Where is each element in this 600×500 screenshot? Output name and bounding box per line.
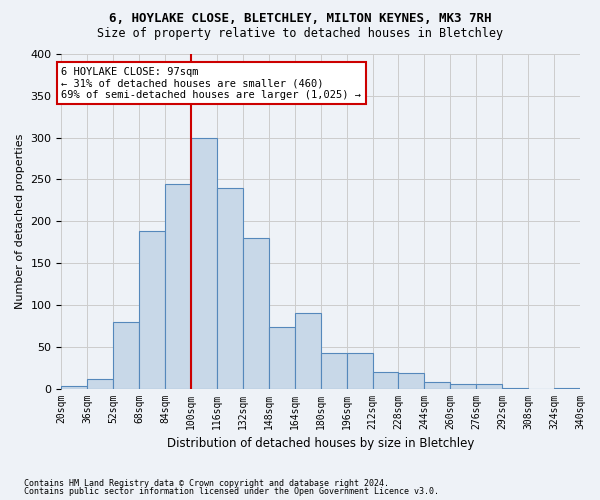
Bar (321, 352, 347, 388)
Text: 6, HOYLAKE CLOSE, BLETCHLEY, MILTON KEYNES, MK3 7RH: 6, HOYLAKE CLOSE, BLETCHLEY, MILTON KEYN… (109, 12, 491, 26)
Bar (398, 372, 424, 388)
Bar (243, 238, 269, 388)
Bar (424, 382, 451, 388)
Text: 6 HOYLAKE CLOSE: 97sqm
← 31% of detached houses are smaller (460)
69% of semi-de: 6 HOYLAKE CLOSE: 97sqm ← 31% of detached… (61, 66, 361, 100)
Bar (139, 232, 165, 388)
Bar (373, 372, 398, 388)
X-axis label: Distribution of detached houses by size in Bletchley: Distribution of detached houses by size … (167, 437, 475, 450)
Text: Contains HM Land Registry data © Crown copyright and database right 2024.: Contains HM Land Registry data © Crown c… (24, 478, 389, 488)
Bar (295, 314, 321, 388)
Bar (451, 384, 476, 388)
Bar (217, 188, 243, 388)
Y-axis label: Number of detached properties: Number of detached properties (15, 134, 25, 309)
Bar (347, 354, 373, 388)
Bar (88, 378, 113, 388)
Bar (113, 322, 139, 388)
Bar (476, 384, 502, 388)
Text: Contains public sector information licensed under the Open Government Licence v3: Contains public sector information licen… (24, 488, 439, 496)
Bar (191, 138, 217, 388)
Bar (269, 328, 295, 388)
Bar (61, 386, 88, 388)
Bar (165, 184, 191, 388)
Text: Size of property relative to detached houses in Bletchley: Size of property relative to detached ho… (97, 28, 503, 40)
